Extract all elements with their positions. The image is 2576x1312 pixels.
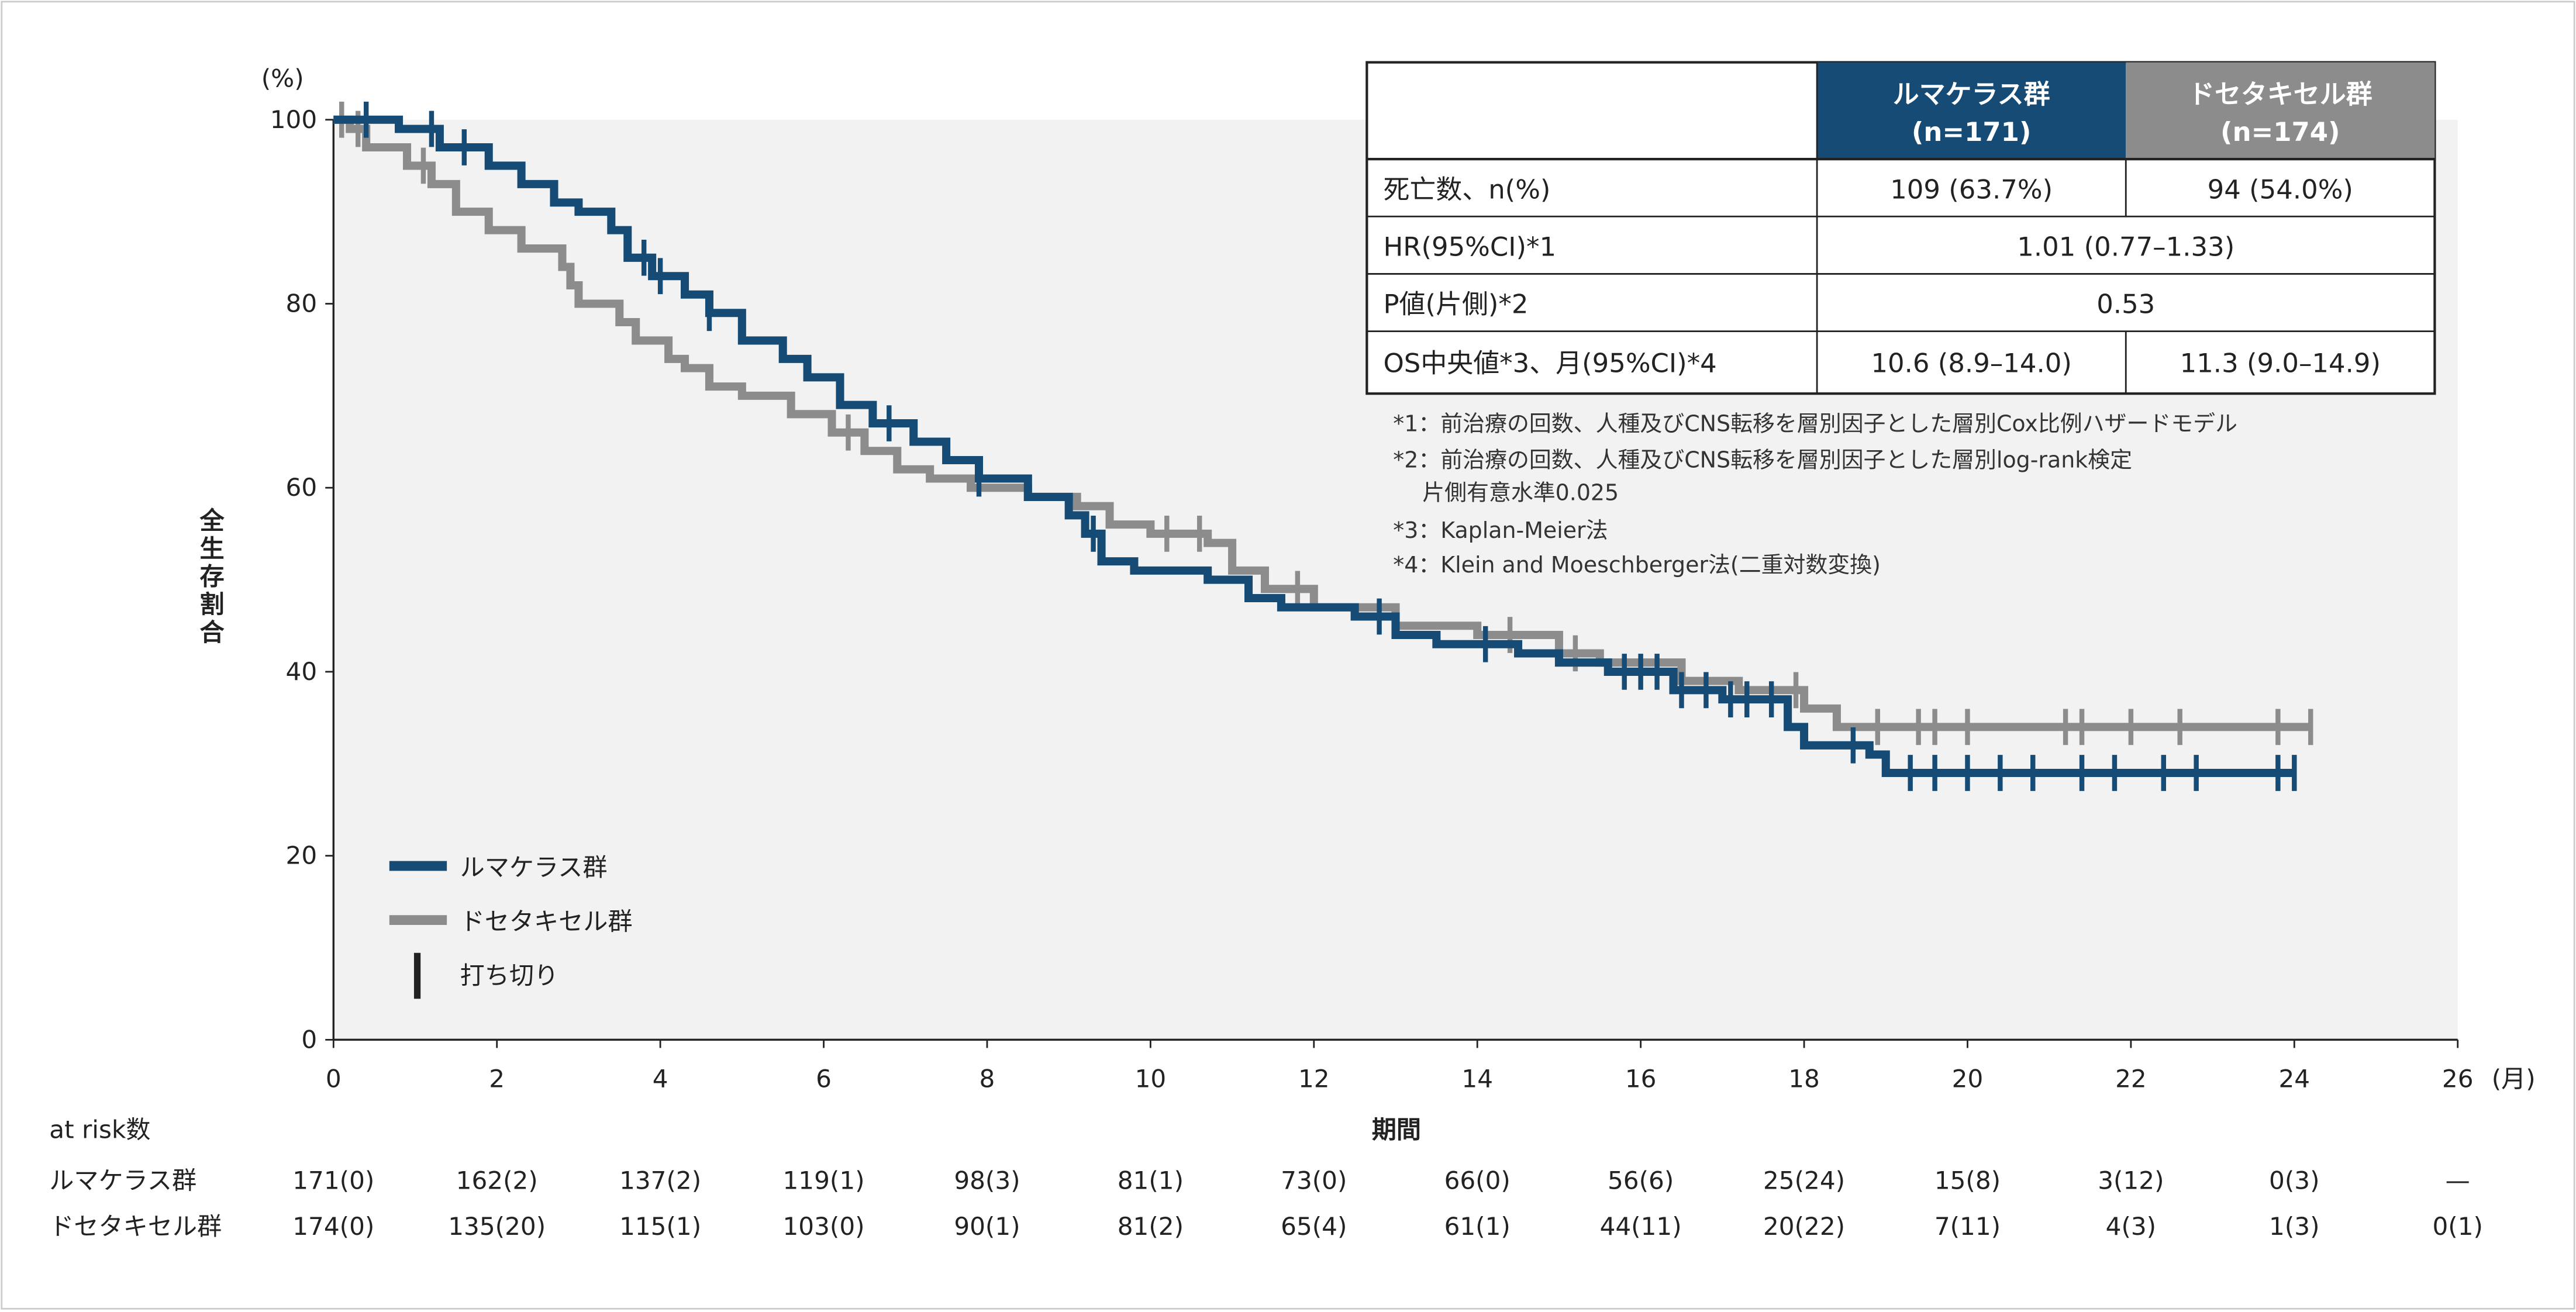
at-risk-value: 98(3)	[954, 1166, 1020, 1195]
at-risk-label-docetaxel: ドセタキセル群	[49, 1212, 222, 1241]
y-tick-label: 40	[286, 657, 318, 686]
at-risk-value: 15(8)	[1934, 1166, 2001, 1195]
x-tick-label: 26	[2442, 1065, 2474, 1093]
x-tick-label: 12	[1298, 1065, 1330, 1093]
x-axis-label: 期間	[1372, 1116, 1421, 1144]
km-curve-docetaxel	[333, 115, 2311, 731]
x-tick-label: 16	[1625, 1065, 1657, 1093]
at-risk-value: 25(24)	[1763, 1166, 1845, 1195]
at-risk-value: 103(0)	[782, 1212, 864, 1241]
footnote-2b: 片側有意水準0.025	[1393, 480, 1619, 506]
legend-label-docetaxel: ドセタキセル群	[460, 907, 633, 935]
at-risk-value: 66(0)	[1444, 1166, 1511, 1195]
x-unit: (月)	[2492, 1065, 2536, 1093]
at-risk-value: 61(1)	[1444, 1212, 1511, 1241]
at-risk-value: 171(0)	[292, 1166, 374, 1195]
legend: ルマケラス群 ドセタキセル群 打ち切り	[389, 853, 633, 999]
at-risk-table: at risk数 ルマケラス群 ドセタキセル群 171(0) 162(2) 137(…	[49, 1116, 2483, 1241]
row-hr-value: 1.01 (0.77–1.33)	[2017, 232, 2234, 263]
header-lumakras-label: ルマケラス群	[1893, 79, 2050, 110]
at-risk-value: 44(11)	[1600, 1212, 1682, 1241]
row-p-value: 0.53	[2096, 289, 2155, 320]
row-hr-label: HR(95%CI)*1	[1383, 232, 1556, 263]
header-lumakras	[1817, 62, 2126, 160]
x-tick-label: 0	[326, 1065, 342, 1093]
row-p-label: P値(片側)*2	[1383, 289, 1528, 320]
footnote-1: *1：前治療の回数、人種及びCNS転移を層別因子とした層別Cox比例ハザードモデ…	[1393, 411, 2237, 437]
at-risk-label-lumakras: ルマケラス群	[49, 1166, 196, 1195]
at-risk-value: 0(3)	[2269, 1166, 2319, 1195]
x-tick-label: 14	[1461, 1065, 1493, 1093]
x-tick-label: 10	[1135, 1065, 1167, 1093]
header-docetaxel-label: ドセタキセル群	[2188, 79, 2372, 110]
y-tick-label: 80	[286, 289, 318, 318]
summary-table: ルマケラス群 (n=171) ドセタキセル群 (n=174) 死亡数、n(%) …	[1365, 61, 2436, 395]
at-risk-value: 1(3)	[2269, 1212, 2319, 1241]
legend-label-lumakras: ルマケラス群	[460, 853, 608, 882]
at-risk-value: 135(20)	[448, 1212, 546, 1241]
x-tick-label: 4	[653, 1065, 668, 1093]
footnote-3: *3：Kaplan-Meier法	[1393, 517, 1608, 543]
at-risk-value: 0(1)	[2432, 1212, 2482, 1241]
x-tick-label: 24	[2279, 1065, 2311, 1093]
at-risk-value: 174(0)	[292, 1212, 374, 1241]
at-risk-value: 4(3)	[2106, 1212, 2156, 1241]
km-curve-lumakras	[333, 115, 2295, 778]
x-tick-label: 8	[980, 1065, 995, 1093]
legend-label-censor: 打ち切り	[460, 961, 559, 990]
footnote-2: *2：前治療の回数、人種及びCNS転移を層別因子とした層別log-rank検定	[1393, 447, 2132, 472]
at-risk-value: 81(2)	[1118, 1212, 1184, 1241]
footnote-4: *4：Klein and Moeschberger法(二重対数変換)	[1393, 552, 1881, 578]
x-tick-label: 20	[1952, 1065, 1984, 1093]
at-risk-value: 90(1)	[954, 1212, 1020, 1241]
y-tick-label: 60	[286, 473, 318, 502]
row-os-label: OS中央値*3、月(95%CI)*4	[1383, 348, 1716, 379]
x-tick-label: 2	[489, 1065, 505, 1093]
x-tick-label: 22	[2115, 1065, 2147, 1093]
footnotes: *1：前治療の回数、人種及びCNS転移を層別因子とした層別Cox比例ハザードモデ…	[1393, 411, 2237, 578]
row-os-docetaxel: 11.3 (9.0–14.9)	[2180, 348, 2381, 379]
x-tick-label: 18	[1788, 1065, 1820, 1093]
header-docetaxel-n: (n=174)	[2220, 116, 2340, 147]
x-tick-label: 6	[816, 1065, 832, 1093]
at-risk-value: 3(12)	[2098, 1166, 2164, 1195]
at-risk-value: 20(22)	[1763, 1212, 1845, 1241]
y-unit: (%)	[261, 64, 304, 93]
curves	[333, 101, 2313, 791]
row-os-lumakras: 10.6 (8.9–14.0)	[1871, 348, 2071, 379]
at-risk-value: —	[2446, 1166, 2470, 1195]
y-tick-label: 0	[301, 1025, 317, 1054]
at-risk-value: 73(0)	[1281, 1166, 1347, 1195]
row-deaths-label: 死亡数、n(%)	[1383, 174, 1550, 205]
at-risk-title: at risk数	[49, 1116, 150, 1144]
at-risk-value: 56(6)	[1608, 1166, 1674, 1195]
at-risk-value: 162(2)	[456, 1166, 538, 1195]
at-risk-value: 65(4)	[1281, 1212, 1347, 1241]
at-risk-value: 119(1)	[782, 1166, 864, 1195]
y-axis-label: 全生存割合	[196, 507, 225, 647]
row-deaths-docetaxel: 94 (54.0%)	[2208, 174, 2353, 205]
at-risk-value: 7(11)	[1934, 1212, 2001, 1241]
y-tick-label: 20	[286, 841, 318, 870]
header-docetaxel	[2126, 62, 2435, 160]
header-lumakras-n: (n=171)	[1912, 116, 2032, 147]
y-tick-label: 100	[270, 105, 317, 134]
at-risk-value: 137(2)	[619, 1166, 701, 1195]
at-risk-value: 115(1)	[619, 1212, 701, 1241]
at-risk-value: 81(1)	[1118, 1166, 1184, 1195]
row-deaths-lumakras: 109 (63.7%)	[1890, 174, 2053, 205]
